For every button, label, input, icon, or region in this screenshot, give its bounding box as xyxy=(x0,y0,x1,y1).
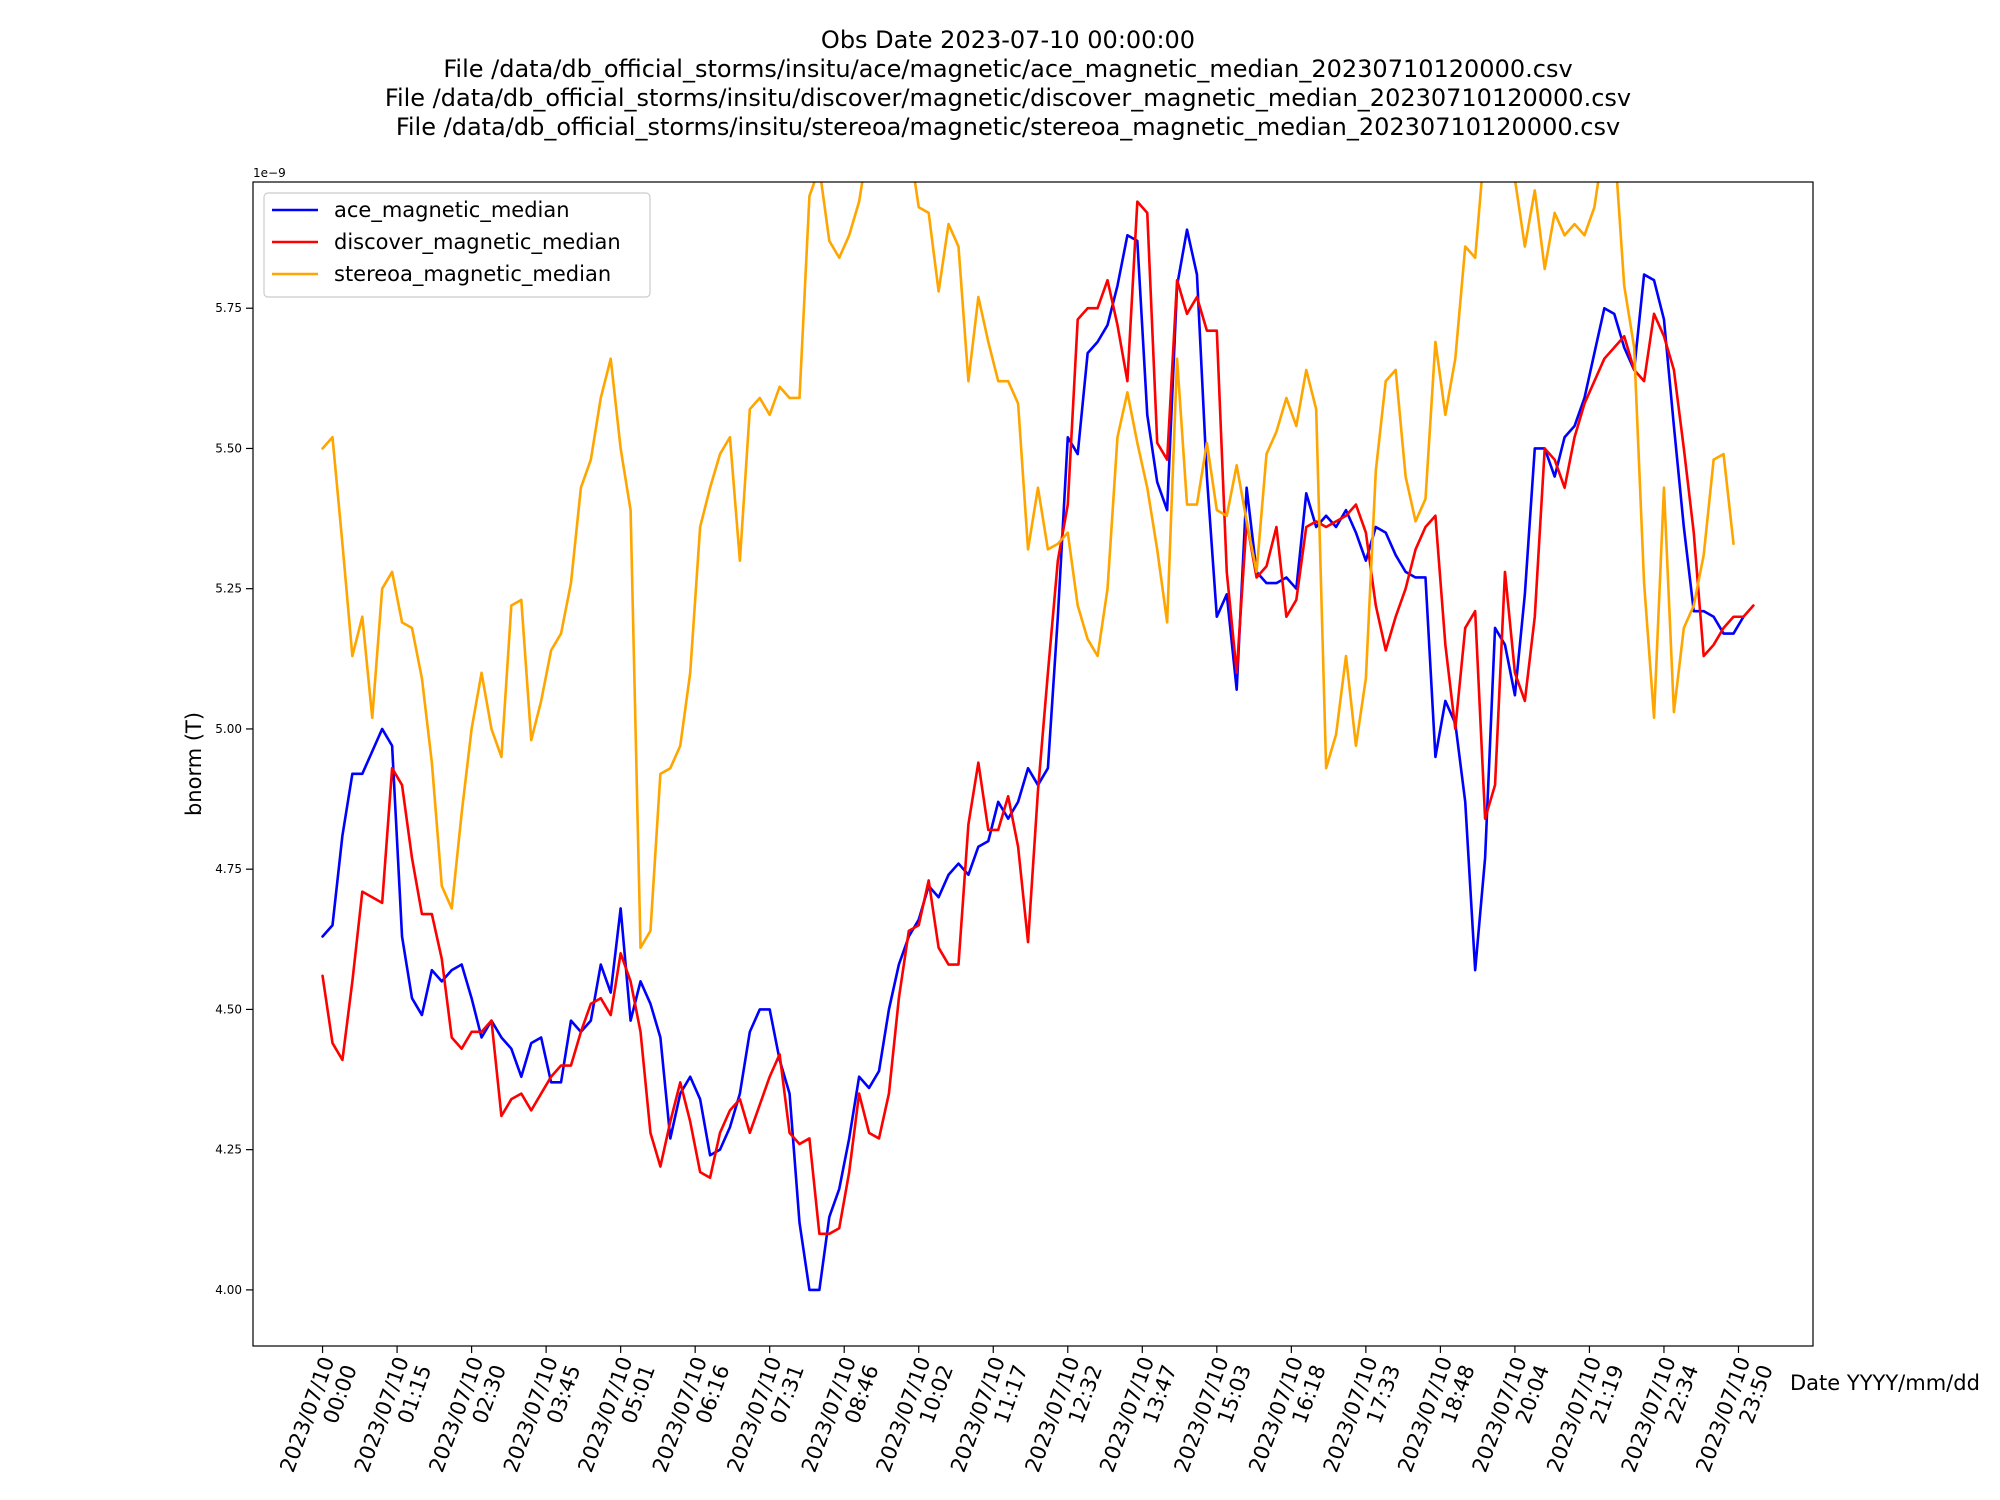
title-line-1: Obs Date 2023-07-10 00:00:00 xyxy=(821,26,1195,54)
x-tick-label: 2023/07/1010:02 xyxy=(871,1354,958,1484)
series-line-ace-magnetic-median xyxy=(321,228,1745,1292)
plot-area-frame xyxy=(252,181,1814,1347)
x-axis: 2023/07/1000:002023/07/1001:152023/07/10… xyxy=(275,1346,1778,1484)
x-tick-label: 2023/07/1015:03 xyxy=(1170,1354,1257,1484)
y-tick-label: 4.75 xyxy=(215,862,242,876)
x-tick-label: 2023/07/1003:45 xyxy=(499,1354,586,1484)
x-tick-label: 2023/07/1020:04 xyxy=(1468,1354,1555,1484)
x-tick-label: 2023/07/1017:33 xyxy=(1319,1354,1406,1484)
legend-label-discover-magnetic-median: discover_magnetic_median xyxy=(334,230,621,255)
y-axis-label: bnorm (T) xyxy=(182,712,206,816)
x-tick-label: 2023/07/1023:50 xyxy=(1691,1354,1778,1484)
y-tick-label: 5.75 xyxy=(215,301,242,315)
x-tick-label: 2023/07/1013:47 xyxy=(1095,1354,1182,1484)
title-line-2: File /data/db_official_storms/insitu/ace… xyxy=(443,55,1572,83)
title-line-3: File /data/db_official_storms/insitu/dis… xyxy=(385,84,1631,112)
x-tick-label: 2023/07/1011:17 xyxy=(946,1354,1033,1484)
y-axis: 4.00 4.25 4.50 4.75 5.00 5.25 5.50 5.75 xyxy=(215,301,253,1297)
series-line-stereoa-magnetic-median xyxy=(321,182,1735,950)
x-tick-label: 2023/07/1018:48 xyxy=(1393,1354,1480,1484)
y-tick-label: 5.00 xyxy=(215,722,242,736)
x-tick-label: 2023/07/1002:30 xyxy=(424,1354,511,1484)
legend-label-stereoa-magnetic-median: stereoa_magnetic_median xyxy=(334,262,611,287)
legend-label-ace-magnetic-median: ace_magnetic_median xyxy=(334,198,570,223)
title-line-4: File /data/db_official_storms/insitu/ste… xyxy=(396,113,1620,141)
x-axis-label: Date YYYY/mm/dd xyxy=(1790,1371,1980,1395)
chart-title: Obs Date 2023-07-10 00:00:00 File /data/… xyxy=(385,26,1631,141)
x-tick-label: 2023/07/1001:15 xyxy=(350,1354,437,1484)
x-tick-label: 2023/07/1021:19 xyxy=(1542,1354,1629,1484)
y-tick-label: 5.50 xyxy=(215,441,242,455)
x-tick-label: 2023/07/1007:31 xyxy=(722,1354,809,1484)
x-tick-label: 2023/07/1016:18 xyxy=(1244,1354,1331,1484)
x-tick-label: 2023/07/1012:32 xyxy=(1021,1354,1108,1484)
x-tick-label: 2023/07/1000:00 xyxy=(275,1354,362,1484)
y-axis-offset-label: 1e−9 xyxy=(253,166,286,180)
series-line-discover-magnetic-median xyxy=(321,200,1755,1236)
y-tick-label: 4.50 xyxy=(215,1002,242,1016)
series-group xyxy=(321,182,1755,1292)
y-tick-label: 4.00 xyxy=(215,1283,242,1297)
x-tick-label: 2023/07/1005:01 xyxy=(573,1354,660,1484)
y-tick-label: 4.25 xyxy=(215,1143,242,1157)
legend: ace_magnetic_median discover_magnetic_med… xyxy=(263,192,651,298)
x-tick-label: 2023/07/1022:34 xyxy=(1617,1354,1704,1484)
legend-box xyxy=(263,192,651,298)
y-tick-label: 5.25 xyxy=(215,582,242,596)
x-tick-label: 2023/07/1006:16 xyxy=(648,1354,735,1484)
x-tick-label: 2023/07/1008:46 xyxy=(797,1354,884,1484)
